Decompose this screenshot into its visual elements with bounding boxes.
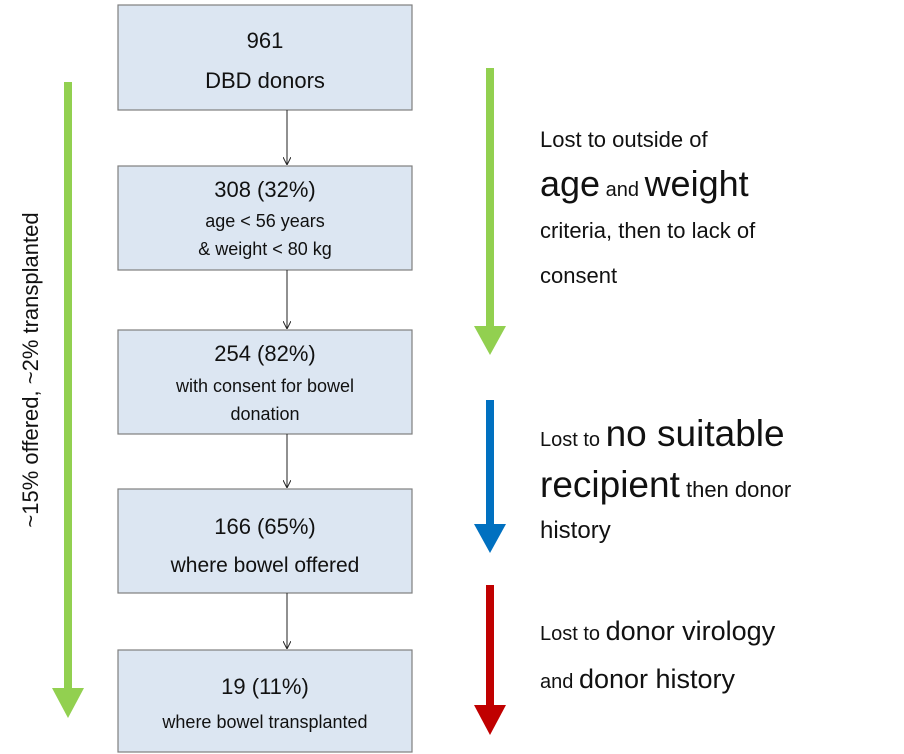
loss-arrow-head [474,705,506,735]
annotation: criteria, then to lack of [540,218,756,243]
annotation-text: then donor [680,477,791,502]
side-label: ~15% offered, ~2% transplanted [18,212,43,527]
annotation: consent [540,263,617,288]
annotation-text: weight [644,163,749,204]
node-text: & weight < 80 kg [198,239,332,259]
annotation: Lost to outside of [540,127,708,152]
box [117,4,413,111]
annotation: history [540,517,611,544]
node-text: 961 [247,28,284,53]
node-text: 308 (32%) [214,177,316,202]
box [117,649,413,753]
annotation-text: Lost to [540,429,606,451]
node-text: 166 (65%) [214,514,316,539]
box [117,488,413,594]
node-text: where bowel transplanted [161,712,367,732]
loss-arrow-head [474,524,506,553]
annotation-text: criteria, then to lack of [540,218,756,243]
node-text: where bowel offered [170,554,360,577]
node-text: 19 (11%) [221,674,309,699]
loss-arrow-head [474,326,506,355]
node-text: age < 56 years [205,211,325,231]
node-text: donation [230,404,299,424]
annotation: age and weight [540,163,749,204]
annotation: Lost to donor virology [540,616,776,646]
side-arrow-head [52,688,84,718]
node-text: with consent for bowel [175,376,354,396]
annotation-text: Lost to outside of [540,127,708,152]
annotation-text: and [600,179,644,201]
annotation-text: history [540,517,611,544]
annotation-text: and [540,671,579,693]
annotation-text: consent [540,263,617,288]
box [117,165,413,271]
node-text: DBD donors [205,68,325,93]
annotation-text: recipient [540,464,681,505]
annotation-text: donor virology [606,616,776,646]
box [117,329,413,435]
annotation-text: Lost to [540,623,606,645]
annotation: recipient then donor [540,464,791,505]
annotation-text: donor history [579,664,736,694]
annotation-text: age [540,163,600,204]
annotation: and donor history [540,664,736,694]
node-text: 254 (82%) [214,341,316,366]
annotation-text: no suitable [606,413,785,454]
annotation: Lost to no suitable [540,413,785,454]
